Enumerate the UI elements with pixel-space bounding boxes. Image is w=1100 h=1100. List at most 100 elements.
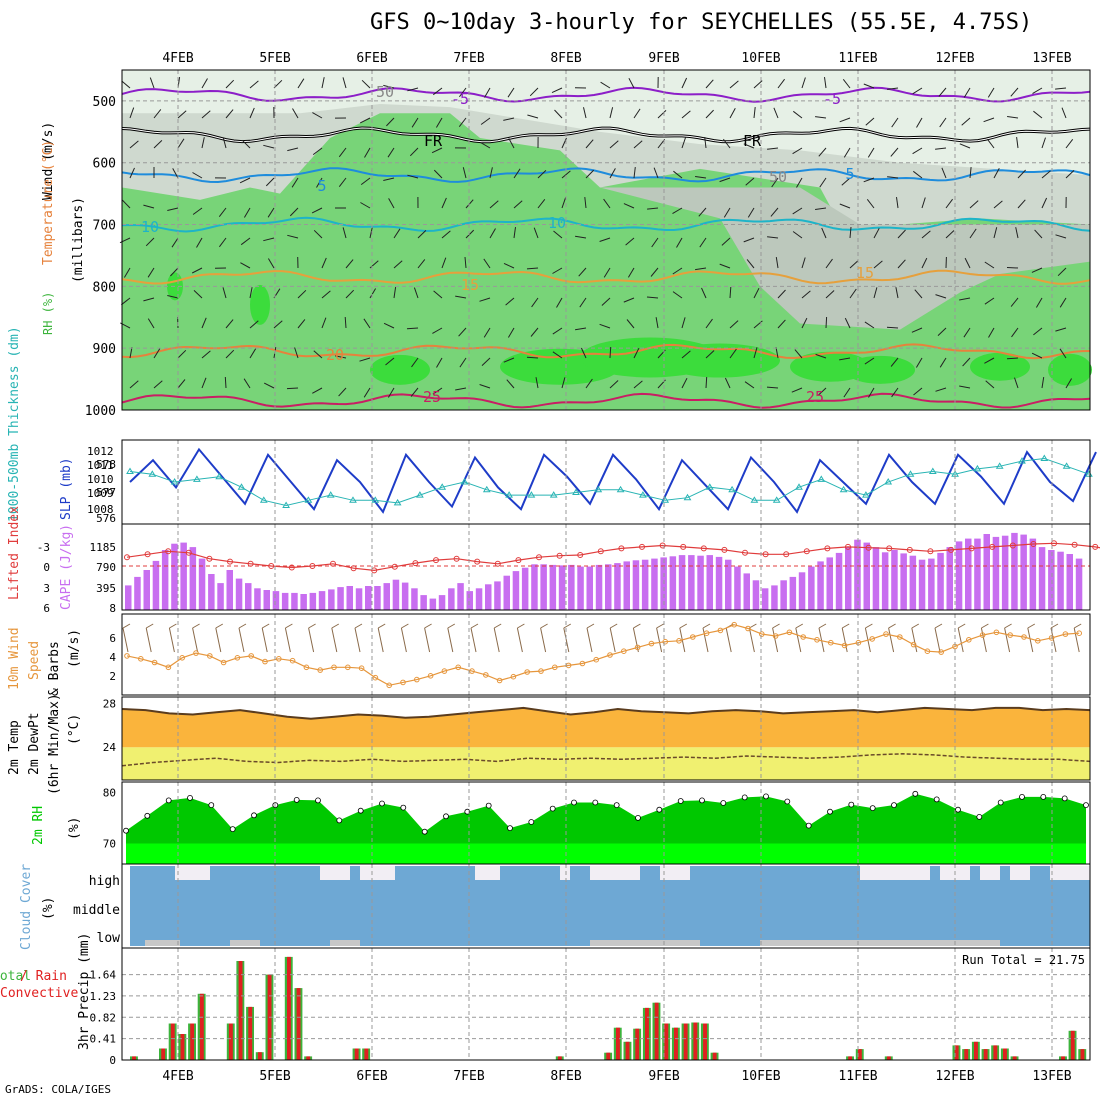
wind-barb — [729, 108, 736, 119]
wind-barb — [603, 198, 611, 209]
thickness-tick-label: 578 — [96, 458, 116, 471]
wind-barb — [201, 377, 207, 389]
wind-barb — [464, 256, 467, 269]
wind-barb — [383, 322, 395, 329]
precip-tick-label: 0.41 — [90, 1033, 117, 1046]
wind-barb-10m — [168, 627, 175, 653]
li-marker — [906, 546, 913, 553]
li-line — [126, 542, 1100, 572]
wind-barb — [897, 229, 906, 239]
cape-bar — [845, 547, 852, 610]
cape-bar — [263, 590, 270, 610]
top-tick-label: 6FEB — [356, 51, 387, 66]
cape-bar — [577, 566, 584, 610]
freezing-line-core — [121, 127, 1091, 143]
wind-barb — [1057, 267, 1067, 277]
wind-barb — [609, 346, 612, 359]
rh2m-marker — [229, 826, 236, 832]
wind-barb-10m — [1027, 627, 1034, 653]
wind-barb — [167, 295, 179, 299]
low-cloud-band — [330, 940, 360, 946]
wind-barb — [895, 287, 899, 299]
wind-barb — [650, 267, 659, 277]
cape-bar — [355, 588, 363, 610]
cape-bar — [152, 560, 160, 610]
wind-barb-10m — [1073, 627, 1080, 653]
wind-barb — [842, 78, 851, 89]
wind-barb — [147, 318, 155, 329]
wind-barb — [433, 290, 443, 299]
temp-line — [121, 706, 1091, 720]
wind-barb — [243, 378, 251, 389]
cape-bar — [918, 559, 926, 610]
wind-speed-marker — [179, 655, 185, 661]
wind-barb — [1041, 137, 1046, 149]
cape-bar — [632, 560, 640, 610]
wind-barb — [458, 117, 467, 128]
wind-barb — [1017, 199, 1026, 209]
wind-barb — [891, 387, 899, 398]
li-tick-label: 0 — [43, 561, 50, 574]
wind-barb — [623, 297, 635, 303]
wind-barb — [513, 200, 523, 209]
wind-barb — [839, 117, 851, 123]
wind-barb — [792, 207, 803, 215]
thickness-marker — [237, 483, 246, 490]
wind-speed-marker — [731, 621, 738, 628]
wind-barb — [839, 203, 851, 209]
wind-barb — [627, 267, 635, 278]
cape-bar — [595, 564, 603, 610]
wind-speed-marker — [441, 668, 448, 674]
wind-barb-10m — [911, 627, 918, 653]
wind-barb — [561, 377, 566, 389]
wind-barb — [531, 297, 539, 308]
cape-bar — [475, 588, 483, 610]
precip-rain-bar — [296, 988, 301, 1060]
wind-barb — [335, 355, 347, 359]
wind-barb — [387, 387, 395, 398]
wind-barb — [914, 289, 923, 299]
wind-barb — [172, 168, 179, 179]
rh2m-marker — [741, 794, 748, 801]
wind-barb — [796, 177, 803, 188]
wind-barb — [959, 143, 971, 149]
wind-barb — [291, 177, 299, 188]
wind-barb — [647, 207, 659, 210]
cape-bar — [586, 566, 593, 610]
wind-speed-marker — [690, 634, 696, 640]
wind-barb — [192, 207, 203, 215]
cape-bar — [457, 583, 464, 610]
wind-barb — [459, 357, 467, 368]
rh2m-marker — [827, 808, 833, 815]
wind-speed-marker — [607, 652, 613, 658]
precip-rain-bar — [993, 1045, 998, 1060]
wind-barb — [911, 327, 923, 333]
wind-barb — [263, 382, 275, 389]
wind-speed-marker — [1007, 632, 1014, 638]
rh2m-marker — [571, 799, 577, 806]
wind-barb — [552, 267, 563, 274]
wind-barb — [225, 79, 235, 89]
wind-barb — [292, 108, 299, 119]
dewpt-axis-label: 2m DewPt — [27, 712, 42, 775]
pressure-tick-label: 1000 — [85, 404, 116, 419]
wind-barb-10m-flag — [702, 623, 711, 629]
wind-barb — [312, 112, 323, 119]
wind-barb — [935, 147, 947, 150]
li-marker — [391, 563, 398, 570]
cape-bar — [448, 588, 455, 610]
cloud-level-high: high — [89, 874, 120, 889]
wind-barb — [411, 357, 419, 368]
rh2m-marker — [784, 798, 791, 805]
li-marker — [288, 564, 295, 571]
wind-barb — [153, 109, 162, 119]
wind-barb — [552, 327, 563, 335]
thickness-marker — [1018, 457, 1026, 464]
wind-barb — [681, 137, 686, 149]
wind-barb-10m — [980, 627, 987, 653]
li-marker — [556, 552, 563, 559]
wind-barb-10m — [192, 627, 199, 653]
wind-barb — [177, 110, 187, 119]
slp-tick-label: 1010 — [87, 473, 114, 486]
wind-barb — [915, 357, 923, 368]
